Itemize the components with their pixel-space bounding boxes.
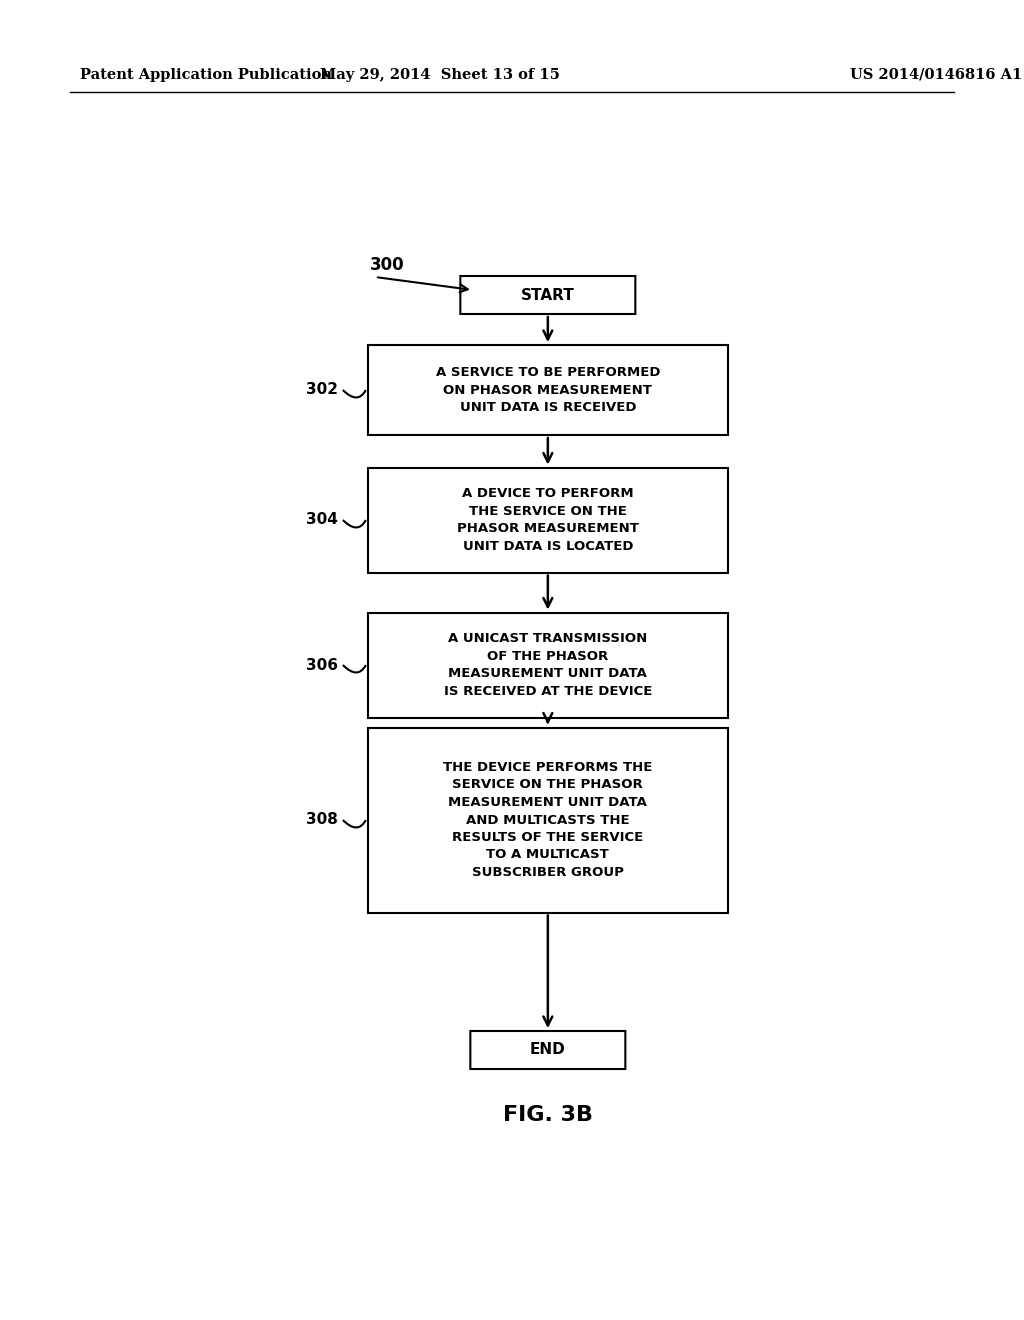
Text: A UNICAST TRANSMISSION
OF THE PHASOR
MEASUREMENT UNIT DATA
IS RECEIVED AT THE DE: A UNICAST TRANSMISSION OF THE PHASOR MEA… xyxy=(443,632,652,698)
FancyBboxPatch shape xyxy=(489,1031,606,1069)
Text: END: END xyxy=(530,1043,565,1057)
FancyBboxPatch shape xyxy=(479,276,616,314)
Text: 302: 302 xyxy=(306,383,338,397)
Text: FIG. 3B: FIG. 3B xyxy=(503,1105,593,1125)
Text: 308: 308 xyxy=(306,813,338,828)
Bar xyxy=(368,467,728,573)
Bar xyxy=(368,612,728,718)
Text: 306: 306 xyxy=(306,657,338,672)
Text: May 29, 2014  Sheet 13 of 15: May 29, 2014 Sheet 13 of 15 xyxy=(321,69,560,82)
Text: US 2014/0146816 A1: US 2014/0146816 A1 xyxy=(850,69,1022,82)
Text: Patent Application Publication: Patent Application Publication xyxy=(80,69,332,82)
Text: 304: 304 xyxy=(306,512,338,528)
Bar xyxy=(368,345,728,436)
Text: A DEVICE TO PERFORM
THE SERVICE ON THE
PHASOR MEASUREMENT
UNIT DATA IS LOCATED: A DEVICE TO PERFORM THE SERVICE ON THE P… xyxy=(457,487,639,553)
Text: THE DEVICE PERFORMS THE
SERVICE ON THE PHASOR
MEASUREMENT UNIT DATA
AND MULTICAS: THE DEVICE PERFORMS THE SERVICE ON THE P… xyxy=(443,762,652,879)
Text: A SERVICE TO BE PERFORMED
ON PHASOR MEASUREMENT
UNIT DATA IS RECEIVED: A SERVICE TO BE PERFORMED ON PHASOR MEAS… xyxy=(435,366,660,414)
Text: 300: 300 xyxy=(370,256,404,275)
Bar xyxy=(368,727,728,912)
FancyBboxPatch shape xyxy=(470,1031,626,1069)
Text: START: START xyxy=(521,288,574,302)
FancyBboxPatch shape xyxy=(461,276,635,314)
